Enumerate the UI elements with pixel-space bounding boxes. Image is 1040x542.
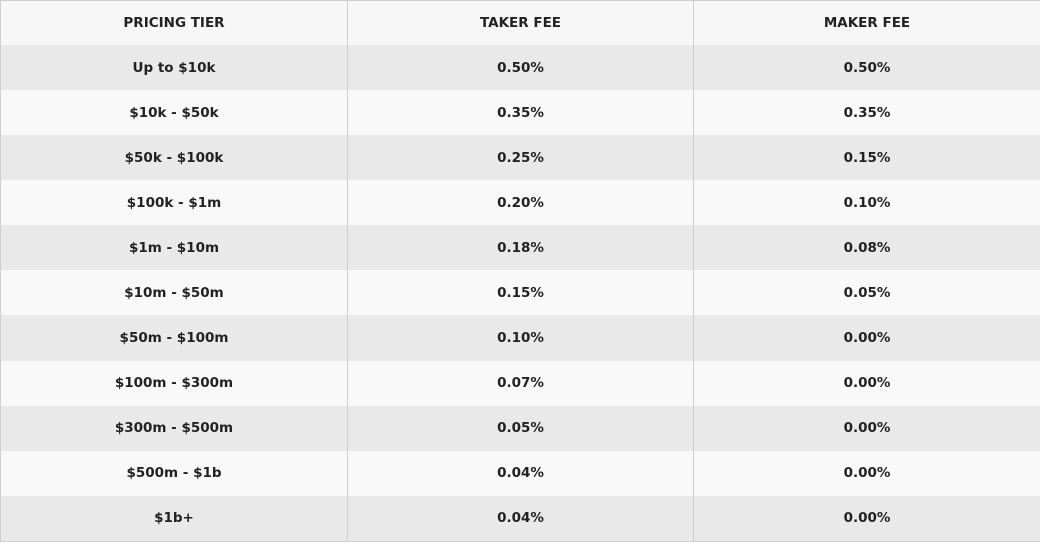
cell-maker-fee: 0.08% xyxy=(693,225,1040,271)
table-row: $50k - $100k 0.25% 0.15% xyxy=(0,135,1040,181)
cell-maker-fee: 0.50% xyxy=(693,45,1040,91)
cell-pricing-tier: Up to $10k xyxy=(0,45,348,91)
cell-taker-fee: 0.07% xyxy=(347,360,694,406)
cell-maker-fee: 0.35% xyxy=(693,90,1040,136)
table-row: $100k - $1m 0.20% 0.10% xyxy=(0,180,1040,226)
table-row: $10k - $50k 0.35% 0.35% xyxy=(0,90,1040,136)
column-header-taker-fee: TAKER FEE xyxy=(347,0,694,45)
cell-maker-fee: 0.00% xyxy=(693,360,1040,406)
cell-taker-fee: 0.50% xyxy=(347,45,694,91)
cell-pricing-tier: $10k - $50k xyxy=(0,90,348,136)
cell-taker-fee: 0.20% xyxy=(347,180,694,226)
cell-maker-fee: 0.00% xyxy=(693,450,1040,496)
cell-taker-fee: 0.04% xyxy=(347,450,694,496)
cell-taker-fee: 0.35% xyxy=(347,90,694,136)
cell-pricing-tier: $50m - $100m xyxy=(0,315,348,361)
column-header-maker-fee: MAKER FEE xyxy=(693,0,1040,45)
table-header: PRICING TIER TAKER FEE MAKER FEE xyxy=(0,0,1040,45)
cell-pricing-tier: $100k - $1m xyxy=(0,180,348,226)
cell-pricing-tier: $300m - $500m xyxy=(0,405,348,451)
column-header-pricing-tier: PRICING TIER xyxy=(0,0,348,45)
cell-pricing-tier: $500m - $1b xyxy=(0,450,348,496)
cell-taker-fee: 0.15% xyxy=(347,270,694,316)
cell-maker-fee: 0.00% xyxy=(693,495,1040,542)
table-row: $50m - $100m 0.10% 0.00% xyxy=(0,315,1040,361)
cell-pricing-tier: $10m - $50m xyxy=(0,270,348,316)
header-row: PRICING TIER TAKER FEE MAKER FEE xyxy=(0,0,1040,45)
cell-pricing-tier: $1b+ xyxy=(0,495,348,542)
cell-taker-fee: 0.04% xyxy=(347,495,694,542)
cell-pricing-tier: $100m - $300m xyxy=(0,360,348,406)
table-body: Up to $10k 0.50% 0.50% $10k - $50k 0.35% 0.35… xyxy=(0,45,1040,542)
table-row: Up to $10k 0.50% 0.50% xyxy=(0,45,1040,91)
table-row: $10m - $50m 0.15% 0.05% xyxy=(0,270,1040,316)
cell-pricing-tier: $50k - $100k xyxy=(0,135,348,181)
cell-taker-fee: 0.10% xyxy=(347,315,694,361)
cell-taker-fee: 0.25% xyxy=(347,135,694,181)
cell-pricing-tier: $1m - $10m xyxy=(0,225,348,271)
cell-maker-fee: 0.15% xyxy=(693,135,1040,181)
cell-taker-fee: 0.18% xyxy=(347,225,694,271)
cell-maker-fee: 0.00% xyxy=(693,315,1040,361)
cell-taker-fee: 0.05% xyxy=(347,405,694,451)
table-row: $100m - $300m 0.07% 0.00% xyxy=(0,360,1040,406)
table-row: $1b+ 0.04% 0.00% xyxy=(0,495,1040,542)
table-row: $1m - $10m 0.18% 0.08% xyxy=(0,225,1040,271)
cell-maker-fee: 0.10% xyxy=(693,180,1040,226)
cell-maker-fee: 0.05% xyxy=(693,270,1040,316)
table-row: $500m - $1b 0.04% 0.00% xyxy=(0,450,1040,496)
cell-maker-fee: 0.00% xyxy=(693,405,1040,451)
table-row: $300m - $500m 0.05% 0.00% xyxy=(0,405,1040,451)
